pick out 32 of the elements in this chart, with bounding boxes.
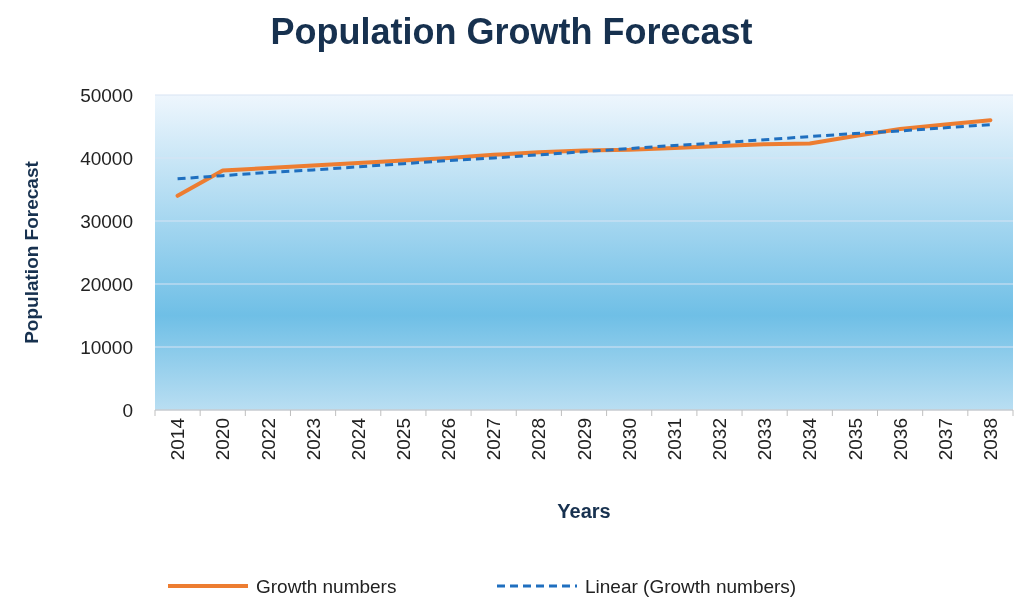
- x-tick-label: 2036: [889, 418, 911, 461]
- x-tick-label: 2038: [980, 418, 1002, 461]
- line-series: [176, 123, 992, 181]
- x-tick-label: 2032: [709, 418, 731, 461]
- x-tick-label: 2028: [528, 418, 550, 461]
- x-tick-label: 2031: [663, 418, 685, 461]
- x-tick-label: 2014: [167, 417, 189, 461]
- x-tick-label: 2022: [257, 418, 279, 461]
- y-tick-label: 20000: [80, 273, 133, 295]
- chart-title: Population Growth Forecast: [270, 11, 753, 52]
- x-tick-label: 2035: [844, 418, 866, 461]
- x-tick-label: 2033: [754, 418, 776, 461]
- x-tick-label: 2023: [302, 418, 324, 461]
- x-tick-label: 2024: [347, 417, 369, 461]
- legend-label: Growth numbers: [256, 575, 397, 597]
- x-tick-label: 2034: [799, 417, 821, 461]
- y-tick-label: 30000: [80, 210, 133, 232]
- y-tick-label: 40000: [80, 147, 133, 169]
- x-tick-label: 2029: [573, 418, 595, 461]
- x-tick-label: 2026: [438, 418, 460, 461]
- x-tick-label: 2020: [212, 418, 234, 461]
- x-tick-label: 2030: [618, 418, 640, 461]
- x-tick-label: 2025: [393, 418, 415, 461]
- y-tick-label: 10000: [80, 336, 133, 358]
- legend-label: Linear (Growth numbers): [585, 575, 797, 597]
- line-series: [175, 118, 993, 198]
- y-axis-title: Population Forecast: [21, 160, 42, 344]
- y-tick-label: 0: [122, 399, 133, 421]
- y-tick-label: 50000: [80, 84, 133, 106]
- x-axis-title: Years: [557, 500, 611, 522]
- x-tick-label: 2037: [934, 418, 956, 461]
- x-tick-label: 2027: [483, 418, 505, 461]
